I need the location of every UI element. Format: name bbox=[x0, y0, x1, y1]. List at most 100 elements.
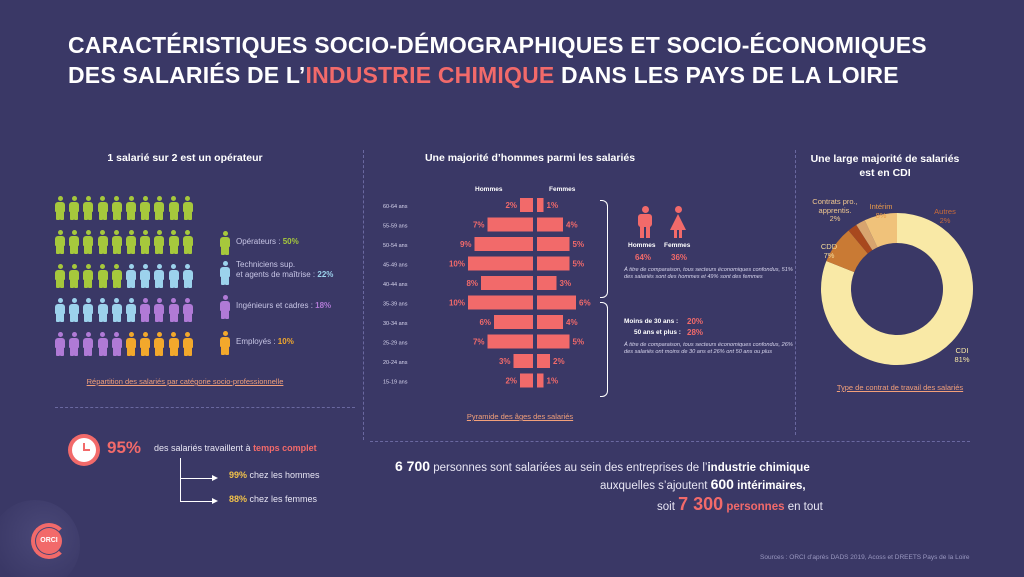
pyramid-bar-femmes bbox=[537, 334, 570, 349]
person-icon-techniciens bbox=[182, 264, 193, 288]
person-icon-techniciens bbox=[69, 298, 80, 322]
person-icon-operateurs bbox=[55, 230, 65, 254]
summary-line-3: soit 7 300 personnes en tout bbox=[657, 494, 823, 515]
person-icon-operateurs bbox=[69, 264, 80, 288]
pyramid-value-femmes: 3% bbox=[560, 279, 572, 288]
contrat-link[interactable]: Type de contrat de travail des salariés bbox=[836, 383, 964, 392]
pyramid-bar-femmes bbox=[537, 256, 570, 271]
temps-femmes: 88% chez les femmes bbox=[229, 494, 317, 504]
note-femmes-label: Femmes bbox=[664, 242, 691, 249]
title-prefix: DES SALARIÉS DE L’ bbox=[68, 62, 306, 88]
contrat-heading: Une large majorité de salariés est en CD… bbox=[805, 152, 965, 180]
pyramid-bar-hommes bbox=[520, 198, 533, 212]
label-contrats-pro-1: Contrats pro., bbox=[812, 197, 858, 206]
arrow-head-icon bbox=[212, 475, 218, 481]
title-line-1: CARACTÉRISTIQUES SOCIO-DÉMOGRAPHIQUES ET… bbox=[68, 32, 927, 58]
summary-t1b: industrie chimique bbox=[707, 462, 810, 474]
male-icon bbox=[638, 206, 652, 238]
temps-femmes-value: 88% bbox=[229, 494, 248, 504]
divider-right bbox=[795, 150, 796, 435]
pyramid-bar-femmes bbox=[537, 354, 550, 368]
pyramid-bar-hommes bbox=[468, 295, 533, 310]
person-icon-ingenieurs bbox=[182, 298, 193, 322]
person-icon-operateurs bbox=[168, 230, 179, 254]
person-icon-techniciens bbox=[111, 298, 122, 322]
female-icon bbox=[670, 206, 686, 238]
label-cdi: CDI 81% bbox=[946, 346, 978, 364]
logo: ORCI bbox=[36, 528, 62, 554]
person-icon-operateurs bbox=[182, 196, 193, 220]
pyramid-value-femmes: 4% bbox=[566, 318, 578, 327]
csp-link[interactable]: Répartition des salariés par catégorie s… bbox=[86, 377, 284, 386]
note-femmes-value: 36% bbox=[671, 253, 688, 262]
pyramid-age-label: 30-34 ans bbox=[383, 321, 408, 327]
summary-t3a: soit bbox=[657, 501, 679, 513]
pyramid-value-femmes: 1% bbox=[547, 201, 559, 210]
summary-line-2: auxquelles s’ajoutent 600 intérimaires, bbox=[600, 476, 806, 492]
legend-person-icon bbox=[220, 231, 230, 255]
summary-n1: 6 700 bbox=[395, 458, 431, 474]
note-hommes-label: Hommes bbox=[628, 242, 656, 249]
title-suffix: DANS LES PAYS DE LA LOIRE bbox=[554, 62, 899, 88]
person-icon-operateurs bbox=[55, 196, 65, 220]
person-icon-techniciens bbox=[55, 298, 65, 322]
person-icon-techniciens bbox=[126, 298, 136, 322]
pyramid-bar-hommes bbox=[481, 276, 533, 290]
bracket-line bbox=[180, 458, 181, 502]
pyramid-bar-femmes bbox=[537, 295, 576, 310]
person-icon-operateurs bbox=[154, 230, 165, 254]
pyramid-bar-hommes bbox=[513, 354, 533, 368]
temps-value: 95% bbox=[107, 438, 142, 457]
arrow-hommes bbox=[180, 478, 216, 479]
pyramid-heading: Une majorité d’hommes parmi les salariés bbox=[424, 152, 636, 164]
person-icon-operateurs bbox=[55, 264, 65, 288]
pyramid-hommes-label: Hommes bbox=[475, 186, 503, 193]
donut-slice-contrats-pro bbox=[856, 220, 878, 251]
note-comparison-2: À titre de comparaison, tous secteurs éc… bbox=[624, 342, 793, 355]
person-icon-ingenieurs bbox=[140, 298, 151, 322]
person-icon-operateurs bbox=[83, 264, 94, 288]
person-icon-operateurs bbox=[111, 196, 122, 220]
csp-legend: Opérateurs : 50% Techniciens sup. et agent… bbox=[218, 228, 368, 358]
label-interim-value: 8% bbox=[875, 210, 887, 220]
pyramid-bar-femmes bbox=[537, 315, 563, 329]
page-title: CARACTÉRISTIQUES SOCIO-DÉMOGRAPHIQUES ET… bbox=[68, 30, 927, 90]
summary-n2: 600 bbox=[710, 476, 734, 492]
legend-label: Techniciens sup. et agents de maîtrise : … bbox=[236, 260, 334, 279]
person-icon-operateurs bbox=[126, 230, 136, 254]
donut-slice-interim bbox=[826, 230, 868, 273]
person-icon-employes bbox=[154, 332, 165, 356]
summary-t2a: auxquelles s’ajoutent bbox=[600, 480, 711, 492]
person-icon-ingenieurs bbox=[83, 332, 94, 356]
pyramid-age-label: 15-19 ans bbox=[383, 380, 408, 386]
title-highlight: INDUSTRIE CHIMIQUE bbox=[305, 62, 555, 88]
label-contrats-pro-value: 2% bbox=[829, 214, 841, 223]
label-cdd: CDD 7% bbox=[814, 242, 844, 260]
summary-t2b: intérimaires, bbox=[733, 480, 806, 492]
label-interim-name: Intérim bbox=[869, 202, 893, 211]
label-contrats-pro-2: apprentis. bbox=[818, 205, 852, 215]
person-icon-operateurs bbox=[182, 230, 193, 254]
person-icon-employes bbox=[168, 332, 179, 356]
person-icon-operateurs bbox=[83, 196, 94, 220]
person-icon-operateurs bbox=[97, 230, 108, 254]
person-icon-ingenieurs bbox=[69, 332, 80, 356]
legend-person-icon bbox=[220, 331, 230, 355]
pyramid-link[interactable]: Pyramide des âges des salariés bbox=[466, 412, 574, 421]
label-cdd-value: 7% bbox=[823, 250, 835, 260]
pyramid-value-femmes: 2% bbox=[553, 357, 565, 366]
pyramid-age-label: 25-29 ans bbox=[383, 341, 408, 347]
pyramid-bar-hommes bbox=[468, 256, 533, 271]
label-contrats-pro: Contrats pro., apprentis. 2% bbox=[800, 197, 870, 224]
arrow-head-icon bbox=[212, 498, 218, 504]
bracket-bottom bbox=[600, 302, 608, 397]
logo-ring bbox=[31, 523, 67, 559]
pyramid-value-hommes: 2% bbox=[505, 377, 517, 386]
divider-bottom-right bbox=[370, 441, 970, 442]
summary-t1a: personnes sont salariées au sein des ent… bbox=[430, 462, 708, 474]
legend-label: Ingénieurs et cadres : 18% bbox=[236, 301, 332, 310]
pyramid-age-label: 50-54 ans bbox=[383, 243, 408, 249]
pyramid-value-femmes: 5% bbox=[573, 260, 585, 269]
pyramid-value-hommes: 3% bbox=[499, 357, 511, 366]
summary-t3c: en tout bbox=[784, 501, 823, 513]
